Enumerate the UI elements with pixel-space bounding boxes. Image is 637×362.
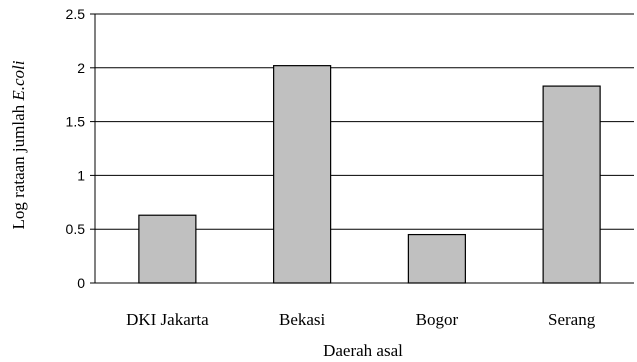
bar bbox=[138, 214, 197, 284]
x-tick-label: DKI Jakarta bbox=[126, 310, 209, 329]
y-tick-label: 1 bbox=[77, 167, 85, 183]
bar bbox=[273, 65, 332, 284]
y-tick-label: 2 bbox=[77, 60, 85, 76]
y-tick-labels: 0 0.5 1 1.5 2 2.5 bbox=[66, 6, 95, 291]
y-axis-title-italic: E.coli bbox=[9, 60, 28, 101]
x-tick-label: Bekasi bbox=[279, 310, 326, 329]
x-tick-labels: DKI Jakarta Bekasi Bogor Serang bbox=[126, 310, 596, 329]
x-axis-title: Daerah asal bbox=[323, 341, 403, 360]
y-axis-title: Log rataan jumlah E.coli bbox=[9, 60, 28, 229]
y-tick-label: 0.5 bbox=[66, 221, 86, 237]
bar bbox=[407, 233, 466, 284]
x-tick-label: Serang bbox=[548, 310, 596, 329]
bar bbox=[542, 85, 601, 284]
y-tick-label: 0 bbox=[77, 275, 85, 291]
x-tick-label: Bogor bbox=[416, 310, 459, 329]
y-tick-label: 2.5 bbox=[66, 6, 86, 22]
y-tick-label: 1.5 bbox=[66, 114, 86, 130]
bars bbox=[138, 65, 601, 284]
y-axis-title-text: Log rataan jumlah bbox=[9, 101, 28, 230]
